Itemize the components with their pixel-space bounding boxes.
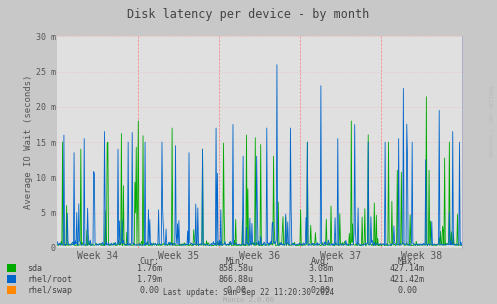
Text: Min:: Min: [226,257,246,266]
Text: 0.00: 0.00 [311,285,331,295]
Text: 0.00: 0.00 [226,285,246,295]
Text: 3.08m: 3.08m [308,264,333,273]
Text: 1.79m: 1.79m [137,275,162,284]
Text: Disk latency per device - by month: Disk latency per device - by month [127,8,370,21]
Text: 0.00: 0.00 [139,285,159,295]
Text: 3.11m: 3.11m [308,275,333,284]
Text: 1.76m: 1.76m [137,264,162,273]
Text: 866.88u: 866.88u [219,275,253,284]
Text: Last update: Sun Sep 22 11:20:30 2024: Last update: Sun Sep 22 11:20:30 2024 [163,288,334,297]
Text: Munin 2.0.66: Munin 2.0.66 [223,297,274,303]
Text: 858.58u: 858.58u [219,264,253,273]
Text: rhel/swap: rhel/swap [27,285,73,295]
Text: Avg:: Avg: [311,257,331,266]
Text: 0.00: 0.00 [398,285,417,295]
Text: rhel/root: rhel/root [27,275,73,284]
Y-axis label: Average IO Wait (seconds): Average IO Wait (seconds) [24,75,33,209]
Text: RRDTOOL / TOBI OETIKER: RRDTOOL / TOBI OETIKER [490,86,495,157]
Text: Max:: Max: [398,257,417,266]
Text: Cur:: Cur: [139,257,159,266]
Text: sda: sda [27,264,42,273]
Text: 427.14m: 427.14m [390,264,425,273]
Text: 421.42m: 421.42m [390,275,425,284]
